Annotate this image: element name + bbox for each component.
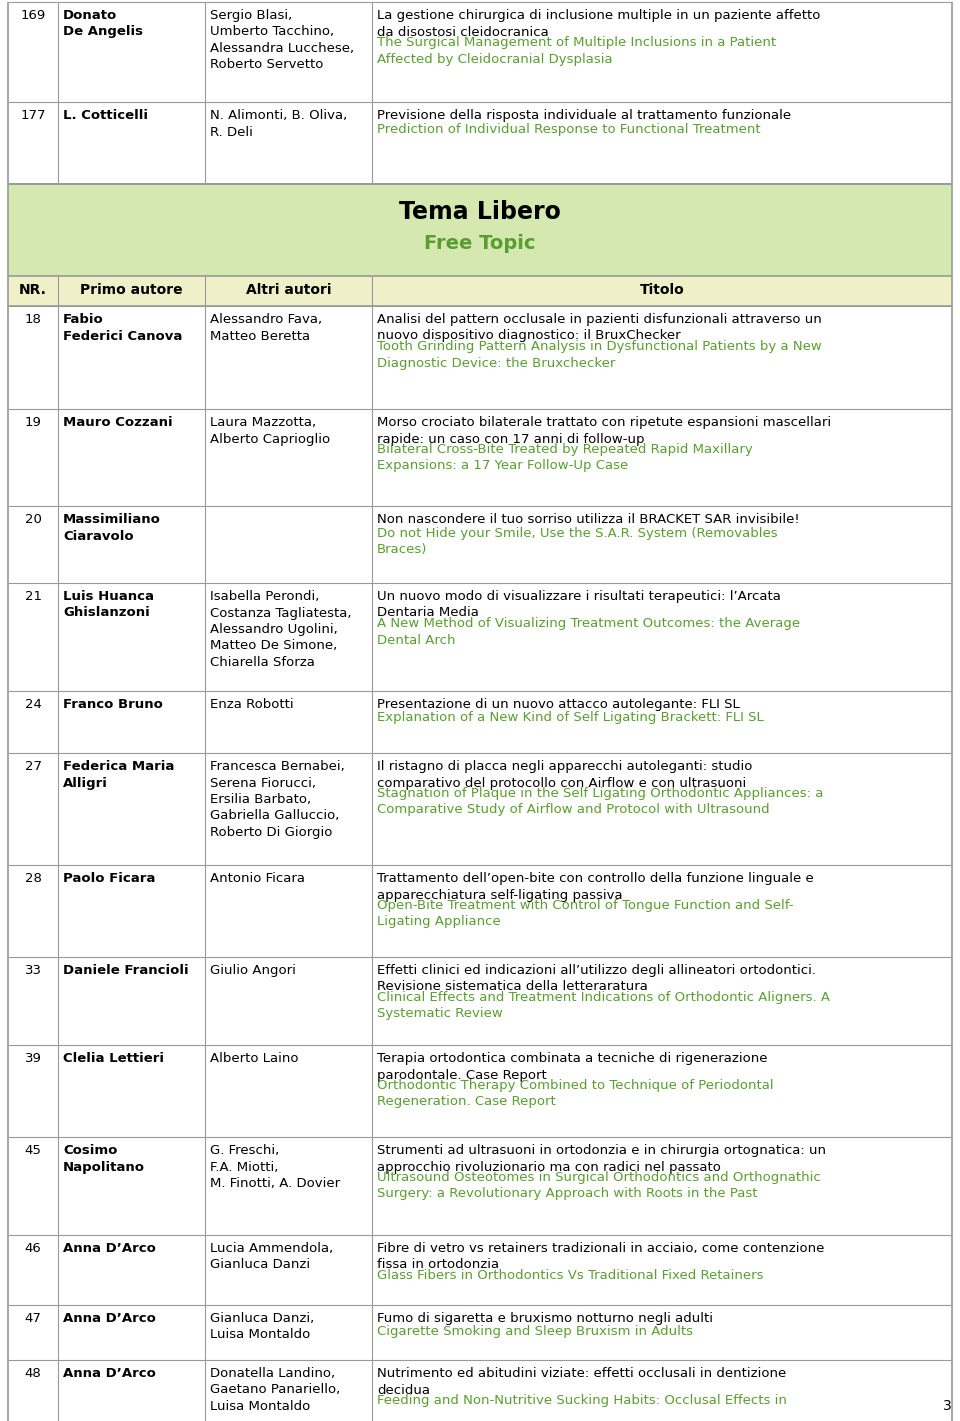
Bar <box>8 1360 952 1421</box>
Text: Fibre di vetro vs retainers tradizionali in acciaio, come contenzione
fissa in o: Fibre di vetro vs retainers tradizionali… <box>377 1242 825 1272</box>
Bar <box>8 583 952 691</box>
Text: Non nascondere il tuo sorriso utilizza il BRACKET SAR invisibile!: Non nascondere il tuo sorriso utilizza i… <box>377 513 800 526</box>
Bar <box>8 183 952 276</box>
Bar <box>8 1 952 102</box>
Text: Strumenti ad ultrasuoni in ortodonzia e in chirurgia ortognatica: un
approcchio : Strumenti ad ultrasuoni in ortodonzia e … <box>377 1144 826 1174</box>
Bar <box>8 1044 952 1137</box>
Text: NR.: NR. <box>19 283 47 297</box>
Text: 20: 20 <box>25 513 41 526</box>
Text: Free Topic: Free Topic <box>424 234 536 253</box>
Text: Anna D’Arco: Anna D’Arco <box>63 1312 156 1324</box>
Text: 24: 24 <box>25 698 41 710</box>
Bar <box>8 1304 952 1360</box>
Text: Titolo: Titolo <box>639 283 684 297</box>
Text: Open-Bite Treatment with Control of Tongue Function and Self-
Ligating Appliance: Open-Bite Treatment with Control of Tong… <box>377 899 794 928</box>
Text: 33: 33 <box>25 963 41 978</box>
Text: Presentazione di un nuovo attacco autolegante: FLI SL: Presentazione di un nuovo attacco autole… <box>377 698 740 710</box>
Text: N. Alimonti, B. Oliva,
R. Deli: N. Alimonti, B. Oliva, R. Deli <box>210 109 348 138</box>
Text: Donatella Landino,
Gaetano Panariello,
Luisa Montaldo: Donatella Landino, Gaetano Panariello, L… <box>210 1367 340 1412</box>
Text: Il ristagno di placca negli apparecchi autoleganti: studio
comparativo del proto: Il ristagno di placca negli apparecchi a… <box>377 760 753 790</box>
Text: 47: 47 <box>25 1312 41 1324</box>
Text: Morso crociato bilaterale trattato con ripetute espansioni mascellari
rapide: un: Morso crociato bilaterale trattato con r… <box>377 416 831 446</box>
Text: Francesca Bernabei,
Serena Fiorucci,
Ersilia Barbato,
Gabriella Galluccio,
Rober: Francesca Bernabei, Serena Fiorucci, Ers… <box>210 760 345 838</box>
Text: Luis Huanca
Ghislanzoni: Luis Huanca Ghislanzoni <box>63 590 154 620</box>
Bar <box>8 506 952 583</box>
Bar <box>8 102 952 183</box>
Text: Daniele Francioli: Daniele Francioli <box>63 963 188 978</box>
Text: Stagnation of Plaque in the Self Ligating Orthodontic Appliances: a
Comparative : Stagnation of Plaque in the Self Ligatin… <box>377 787 824 817</box>
Text: Tooth Grinding Pattern Analysis in Dysfunctional Patients by a New
Diagnostic De: Tooth Grinding Pattern Analysis in Dysfu… <box>377 340 822 369</box>
Text: 177: 177 <box>20 109 46 122</box>
Text: 19: 19 <box>25 416 41 429</box>
Text: Altri autori: Altri autori <box>246 283 331 297</box>
Text: 3: 3 <box>944 1400 952 1412</box>
Text: G. Freschi,
F.A. Miotti,
M. Finotti, A. Dovier: G. Freschi, F.A. Miotti, M. Finotti, A. … <box>210 1144 340 1189</box>
Text: Previsione della risposta individuale al trattamento funzionale: Previsione della risposta individuale al… <box>377 109 791 122</box>
Bar <box>8 306 952 409</box>
Text: Federica Maria
Alligri: Federica Maria Alligri <box>63 760 175 790</box>
Text: Sergio Blasi,
Umberto Tacchino,
Alessandra Lucchese,
Roberto Servetto: Sergio Blasi, Umberto Tacchino, Alessand… <box>210 9 354 71</box>
Text: 39: 39 <box>25 1052 41 1064</box>
Bar <box>8 276 952 306</box>
Text: Massimiliano
Ciaravolo: Massimiliano Ciaravolo <box>63 513 161 543</box>
Text: Isabella Perondi,
Costanza Tagliatesta,
Alessandro Ugolini,
Matteo De Simone,
Ch: Isabella Perondi, Costanza Tagliatesta, … <box>210 590 351 669</box>
Bar <box>8 1235 952 1304</box>
Text: 46: 46 <box>25 1242 41 1255</box>
Bar <box>8 409 952 506</box>
Text: Antonio Ficara: Antonio Ficara <box>210 872 305 885</box>
Text: Franco Bruno: Franco Bruno <box>63 698 163 710</box>
Bar <box>8 956 952 1044</box>
Text: Alessandro Fava,
Matteo Beretta: Alessandro Fava, Matteo Beretta <box>210 313 323 342</box>
Text: Anna D’Arco: Anna D’Arco <box>63 1367 156 1380</box>
Text: Analisi del pattern occlusale in pazienti disfunzionali attraverso un
nuovo disp: Analisi del pattern occlusale in pazient… <box>377 313 822 342</box>
Text: Primo autore: Primo autore <box>81 283 182 297</box>
Text: La gestione chirurgica di inclusione multiple in un paziente affetto
da disostos: La gestione chirurgica di inclusione mul… <box>377 9 821 38</box>
Text: Paolo Ficara: Paolo Ficara <box>63 872 156 885</box>
Text: 48: 48 <box>25 1367 41 1380</box>
Text: Donato
De Angelis: Donato De Angelis <box>63 9 143 38</box>
Bar <box>8 691 952 753</box>
Bar <box>8 753 952 865</box>
Text: Trattamento dell’open-bite con controllo della funzione linguale e
apparecchiatu: Trattamento dell’open-bite con controllo… <box>377 872 814 901</box>
Text: Gianluca Danzi,
Luisa Montaldo: Gianluca Danzi, Luisa Montaldo <box>210 1312 314 1341</box>
Text: Orthodontic Therapy Combined to Technique of Periodontal
Regeneration. Case Repo: Orthodontic Therapy Combined to Techniqu… <box>377 1079 774 1108</box>
Text: Prediction of Individual Response to Functional Treatment: Prediction of Individual Response to Fun… <box>377 122 760 135</box>
Text: Tema Libero: Tema Libero <box>399 200 561 225</box>
Text: Clelia Lettieri: Clelia Lettieri <box>63 1052 164 1064</box>
Text: Alberto Laino: Alberto Laino <box>210 1052 299 1064</box>
Text: Clinical Effects and Treatment Indications of Orthodontic Aligners. A
Systematic: Clinical Effects and Treatment Indicatio… <box>377 990 830 1020</box>
Text: Terapia ortodontica combinata a tecniche di rigenerazione
parodontale. Case Repo: Terapia ortodontica combinata a tecniche… <box>377 1052 767 1081</box>
Text: Bilateral Cross-Bite Treated by Repeated Rapid Maxillary
Expansions: a 17 Year F: Bilateral Cross-Bite Treated by Repeated… <box>377 443 753 473</box>
Text: 45: 45 <box>25 1144 41 1157</box>
Bar <box>8 865 952 956</box>
Text: Cigarette Smoking and Sleep Bruxism in Adults: Cigarette Smoking and Sleep Bruxism in A… <box>377 1326 693 1339</box>
Text: Fumo di sigaretta e bruxismo notturno negli adulti: Fumo di sigaretta e bruxismo notturno ne… <box>377 1312 713 1324</box>
Text: Do not Hide your Smile, Use the S.A.R. System (Removables
Braces): Do not Hide your Smile, Use the S.A.R. S… <box>377 527 778 556</box>
Text: Glass Fibers in Orthodontics Vs Traditional Fixed Retainers: Glass Fibers in Orthodontics Vs Traditio… <box>377 1269 763 1282</box>
Text: Explanation of a New Kind of Self Ligating Brackett: FLI SL: Explanation of a New Kind of Self Ligati… <box>377 712 764 725</box>
Text: A New Method of Visualizing Treatment Outcomes: the Average
Dental Arch: A New Method of Visualizing Treatment Ou… <box>377 617 800 647</box>
Text: 169: 169 <box>20 9 46 21</box>
Text: 18: 18 <box>25 313 41 325</box>
Text: Enza Robotti: Enza Robotti <box>210 698 294 710</box>
Text: Ultrasound Osteotomes in Surgical Orthodontics and Orthognathic
Surgery: a Revol: Ultrasound Osteotomes in Surgical Orthod… <box>377 1171 821 1201</box>
Bar <box>8 1137 952 1235</box>
Text: 28: 28 <box>25 872 41 885</box>
Text: 27: 27 <box>25 760 41 773</box>
Text: Fabio
Federici Canova: Fabio Federici Canova <box>63 313 182 342</box>
Text: L. Cotticelli: L. Cotticelli <box>63 109 148 122</box>
Text: Giulio Angori: Giulio Angori <box>210 963 296 978</box>
Text: 21: 21 <box>25 590 41 603</box>
Text: Nutrimento ed abitudini viziate: effetti occlusali in dentizione
decidua: Nutrimento ed abitudini viziate: effetti… <box>377 1367 786 1397</box>
Text: Effetti clinici ed indicazioni all’utilizzo degli allineatori ortodontici.
Revis: Effetti clinici ed indicazioni all’utili… <box>377 963 816 993</box>
Text: Cosimo
Napolitano: Cosimo Napolitano <box>63 1144 145 1174</box>
Text: The Surgical Management of Multiple Inclusions in a Patient
Affected by Cleidocr: The Surgical Management of Multiple Incl… <box>377 36 776 65</box>
Text: Un nuovo modo di visualizzare i risultati terapeutici: l’Arcata
Dentaria Media: Un nuovo modo di visualizzare i risultat… <box>377 590 780 620</box>
Text: Mauro Cozzani: Mauro Cozzani <box>63 416 173 429</box>
Text: Lucia Ammendola,
Gianluca Danzi: Lucia Ammendola, Gianluca Danzi <box>210 1242 333 1272</box>
Text: Laura Mazzotta,
Alberto Caprioglio: Laura Mazzotta, Alberto Caprioglio <box>210 416 330 446</box>
Text: Feeding and Non-Nutritive Sucking Habits: Occlusal Effects in: Feeding and Non-Nutritive Sucking Habits… <box>377 1394 787 1407</box>
Text: Anna D’Arco: Anna D’Arco <box>63 1242 156 1255</box>
